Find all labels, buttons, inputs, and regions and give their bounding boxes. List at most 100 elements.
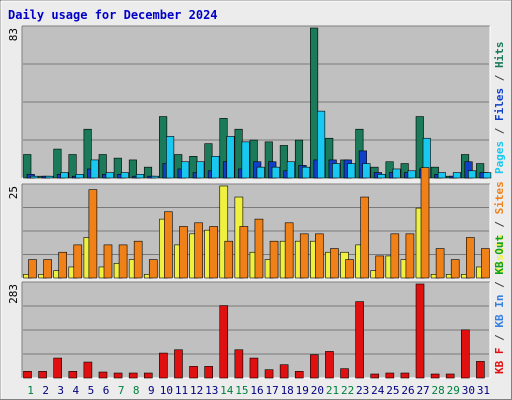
x-tick-day-10: 10: [160, 384, 173, 397]
bar-hits-day-3: [53, 148, 62, 179]
x-tick-day-31: 31: [477, 384, 490, 397]
chart-title: Daily usage for December 2024: [8, 8, 218, 22]
bar-kb-f-day-6: [98, 371, 108, 379]
legend-entry: /: [493, 214, 506, 234]
legend-bottom: KB F / KB In / KB Out: [493, 235, 506, 374]
bar-kb-f-day-10: [159, 352, 168, 379]
bar-pages-day-28: [437, 172, 446, 179]
x-tick-day-17: 17: [265, 384, 278, 397]
bar-sites-day-20: [315, 233, 324, 279]
bar-sites-day-21: [330, 248, 339, 279]
bar-pages-day-1: [30, 175, 39, 179]
bar-sites-day-8: [133, 240, 143, 279]
bar-pages-day-9: [150, 175, 160, 179]
bar-pages-day-17: [271, 166, 280, 179]
bar-sites-day-18: [284, 222, 294, 279]
bar-sites-day-23: [360, 196, 369, 279]
bar-sites-day-6: [103, 244, 113, 279]
x-tick-day-13: 13: [205, 384, 218, 397]
bar-kb-f-day-8: [128, 372, 138, 379]
bar-pages-day-22: [347, 163, 356, 179]
bar-pages-day-20: [317, 110, 326, 179]
legend-entry: /: [493, 68, 506, 88]
x-tick-day-3: 3: [57, 384, 64, 397]
bar-pages-day-16: [256, 166, 265, 179]
legend-entry: KB F: [493, 348, 506, 375]
x-tick-day-12: 12: [190, 384, 203, 397]
bar-kb-f-day-2: [38, 371, 47, 379]
bar-sites-day-11: [179, 226, 188, 279]
legend-middle: Visits / Sites: [493, 181, 506, 274]
bar-sites-day-13: [209, 226, 218, 279]
bar-sites-day-17: [269, 240, 279, 279]
bar-kb-f-day-13: [204, 366, 213, 379]
x-tick-day-23: 23: [356, 384, 369, 397]
x-tick-day-1: 1: [27, 384, 34, 397]
bar-sites-day-9: [148, 259, 158, 279]
bar-pages-day-18: [286, 161, 295, 179]
x-axis-ticks: 1 2 3 4 5 6 7 8 9 10 11 12 13 14 15 16 17 18 19 20 21 22 23 24 2…: [27, 384, 490, 397]
bar-pages-day-15: [241, 141, 250, 179]
legend-entry: Files: [493, 88, 506, 121]
bar-kb-f-day-7: [113, 372, 123, 379]
legend-entry: /: [493, 275, 506, 295]
bar-kb-f-day-3: [53, 357, 62, 379]
bar-pages-day-30: [468, 170, 477, 179]
x-tick-day-9: 9: [148, 384, 155, 397]
bar-pages-day-24: [377, 174, 386, 179]
bar-kb-f-day-26: [400, 372, 410, 379]
bar-kb-f-day-18: [279, 364, 289, 379]
bar-pages-day-19: [301, 166, 311, 179]
bar-kb-f-day-31: [476, 361, 485, 379]
bar-kb-f-day-21: [325, 351, 334, 379]
bar-kb-f-day-29: [445, 373, 455, 379]
bar-pages-day-21: [332, 163, 341, 179]
bar-pages-day-26: [407, 170, 416, 179]
bar-visits-day-14: [219, 185, 229, 279]
bar-kb-f-day-17: [264, 369, 274, 379]
bar-kb-f-day-28: [430, 373, 440, 379]
panel-middle: 25 Visits / Sites: [7, 167, 506, 279]
x-tick-day-4: 4: [73, 384, 80, 397]
legend-top: Pages / Files / Hits: [493, 42, 506, 175]
bar-hits-day-8: [128, 159, 137, 179]
x-tick-day-21: 21: [326, 384, 339, 397]
bar-kb-f-day-9: [143, 372, 153, 379]
bar-sites-day-3: [58, 251, 67, 279]
bar-sites-day-24: [375, 255, 385, 279]
bar-pages-day-2: [45, 175, 54, 179]
bar-sites-day-2: [43, 259, 52, 279]
bar-hits-day-20: [310, 27, 319, 179]
bar-pages-day-5: [90, 159, 99, 179]
bar-kb-f-day-14: [219, 305, 229, 379]
x-tick-day-25: 25: [386, 384, 399, 397]
x-tick-day-16: 16: [250, 384, 263, 397]
bar-kb-f-day-23: [355, 301, 364, 379]
legend-entry: /: [493, 328, 506, 348]
bar-kb-f-day-19: [294, 371, 304, 379]
legend-entry: KB Out: [493, 235, 506, 275]
bar-sites-day-5: [88, 189, 98, 279]
x-tick-day-27: 27: [416, 384, 429, 397]
x-tick-day-8: 8: [133, 384, 140, 397]
bar-pages-day-12: [196, 161, 205, 179]
bar-kb-f-day-25: [385, 372, 395, 379]
bar-kb-f-day-11: [174, 349, 183, 379]
bar-kb-f-day-27: [415, 283, 425, 379]
bar-kb-f-day-20: [310, 354, 319, 379]
bar-pages-day-14: [226, 136, 235, 179]
y-max-label-middle: 25: [7, 186, 20, 199]
y-max-label-top: 83: [7, 28, 20, 41]
bar-sites-day-1: [28, 259, 37, 279]
x-tick-day-15: 15: [235, 384, 248, 397]
bar-sites-day-4: [73, 244, 83, 279]
x-tick-day-18: 18: [281, 384, 294, 397]
legend-entry: Pages: [493, 141, 506, 174]
x-tick-day-6: 6: [103, 384, 110, 397]
legend-entry: KB In: [493, 295, 506, 328]
x-tick-day-29: 29: [447, 384, 460, 397]
bar-kb-f-day-22: [340, 368, 349, 379]
legend-entry: /: [493, 121, 506, 141]
